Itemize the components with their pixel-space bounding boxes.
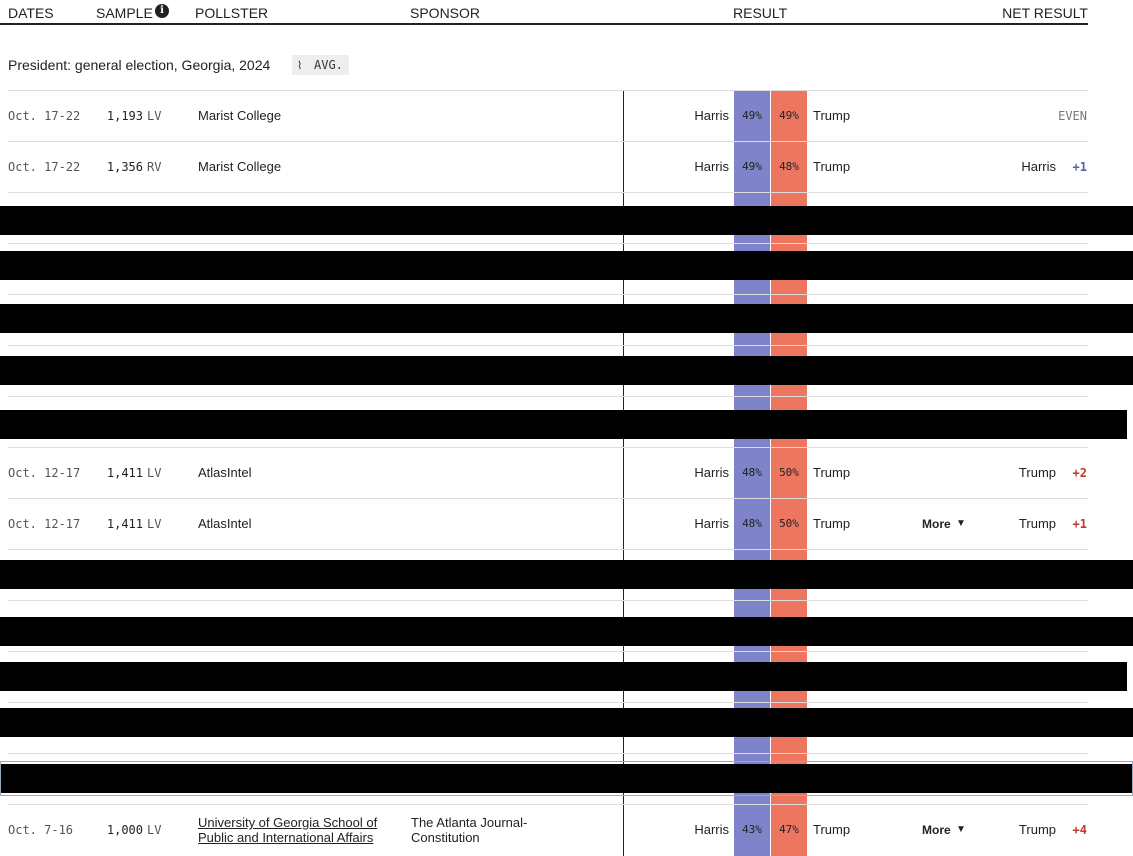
dem-pct: 49% [742, 109, 762, 122]
column-header: DATES [8, 5, 54, 21]
sample: 1,411 [106, 466, 143, 480]
dem-candidate: Harris [694, 465, 729, 480]
net-leader: Harris [1021, 159, 1056, 174]
dem-pct: 48% [742, 517, 762, 530]
more-caret: ▼ [956, 518, 966, 529]
rep-pct: 47% [779, 823, 799, 836]
pollster[interactable]: University of Georgia School of Public a… [198, 815, 378, 845]
pollster: Marist College [198, 159, 282, 174]
redaction [0, 410, 1127, 439]
dem-pct: 48% [742, 466, 762, 479]
rep-candidate: Trump [813, 108, 851, 123]
net-value: +4 [1072, 823, 1087, 837]
row-line [8, 753, 1088, 754]
row-line [8, 90, 1088, 91]
net-leader: Trump [1018, 465, 1056, 480]
column-header: SPONSOR [410, 5, 481, 21]
more-button[interactable]: More [922, 517, 951, 531]
avg-icon: ⌇ [297, 60, 303, 72]
redaction [0, 617, 1133, 646]
row-line [8, 447, 1088, 448]
more-caret: ▼ [956, 824, 966, 835]
sample: 1,411 [106, 517, 143, 531]
redaction [0, 251, 1133, 280]
row-line [8, 345, 1088, 346]
more-button[interactable]: More [922, 823, 951, 837]
info-icon[interactable]: i [155, 4, 169, 18]
redaction [0, 356, 1133, 385]
row-line [8, 141, 1088, 142]
sample: 1,356 [106, 160, 143, 174]
net-value: EVEN [1058, 109, 1087, 123]
rep-pct: 49% [779, 109, 799, 122]
selection-frame [0, 761, 1133, 796]
row-line [8, 651, 1088, 652]
rep-candidate: Trump [813, 159, 851, 174]
population: LV [147, 109, 162, 123]
row-line [8, 804, 1088, 805]
column-header: NET RESULT [1002, 5, 1088, 21]
population: LV [147, 823, 162, 837]
row-line [8, 192, 1088, 193]
column-header: RESULT [733, 5, 788, 21]
redaction [0, 206, 1133, 235]
rep-candidate: Trump [813, 465, 851, 480]
sponsor: The Atlanta Journal-Constitution [411, 815, 528, 845]
dates: Oct. 17-22 [8, 109, 81, 123]
dates: Oct. 12-17 [8, 517, 81, 531]
divider [623, 91, 624, 856]
column-header: SAMPLE [96, 5, 153, 21]
redaction [0, 560, 1133, 589]
pollster: Marist College [198, 108, 282, 123]
pollster: AtlasIntel [198, 516, 252, 531]
sample: 1,000 [106, 823, 143, 837]
rep-pct: 50% [779, 466, 799, 479]
row-line [8, 498, 1088, 499]
net-leader: Trump [1018, 516, 1056, 531]
dem-pct: 43% [742, 823, 762, 836]
dem-pct: 49% [742, 160, 762, 173]
redaction [0, 304, 1133, 333]
net-value: +1 [1072, 160, 1087, 174]
sample: 1,193 [106, 109, 143, 123]
dem-candidate: Harris [694, 516, 729, 531]
population: LV [147, 517, 162, 531]
column-header: POLLSTER [195, 5, 269, 21]
row-line [8, 396, 1088, 397]
row-line [8, 549, 1088, 550]
dem-candidate: Harris [694, 822, 729, 837]
redaction [0, 708, 1133, 737]
row-line [8, 294, 1088, 295]
redaction [0, 764, 1133, 793]
rep-candidate: Trump [813, 516, 851, 531]
row-line [8, 600, 1088, 601]
net-value: +1 [1072, 517, 1087, 531]
section-title: President: general election, Georgia, 20… [8, 57, 271, 73]
dates: Oct. 17-22 [8, 160, 81, 174]
redaction [0, 662, 1127, 691]
dates: Oct. 7-16 [8, 823, 74, 837]
row-line [8, 702, 1088, 703]
dem-candidate: Harris [694, 108, 729, 123]
rep-pct: 50% [779, 517, 799, 530]
pollster: AtlasIntel [198, 465, 252, 480]
population: RV [147, 160, 162, 174]
row-line [8, 243, 1088, 244]
rep-candidate: Trump [813, 822, 851, 837]
dem-candidate: Harris [694, 159, 729, 174]
header-rule [0, 23, 1088, 25]
avg-badge[interactable]: AVG. [292, 55, 349, 75]
net-value: +2 [1072, 466, 1087, 480]
net-leader: Trump [1018, 822, 1056, 837]
rep-pct: 48% [779, 160, 799, 173]
population: LV [147, 466, 162, 480]
dates: Oct. 12-17 [8, 466, 81, 480]
